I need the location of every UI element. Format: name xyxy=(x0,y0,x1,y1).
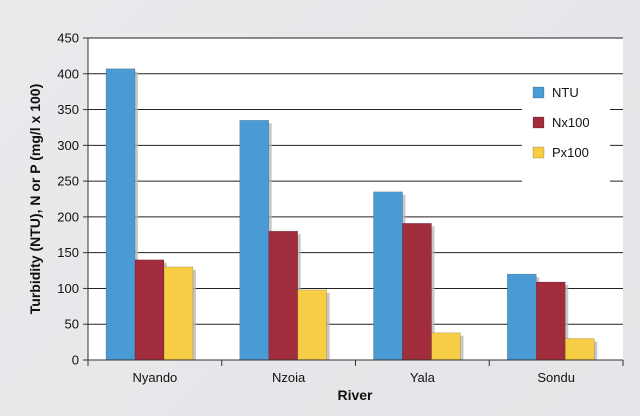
legend-swatch xyxy=(532,86,545,99)
legend-label: Px100 xyxy=(552,145,589,160)
bar-ntu-yala xyxy=(373,191,403,361)
x-axis-title: River xyxy=(337,387,373,403)
bar-ntu-nzoia xyxy=(239,119,270,361)
bar-px100-sondu xyxy=(564,338,595,361)
y-tick-label: 0 xyxy=(72,353,79,368)
y-tick-label: 100 xyxy=(57,281,79,296)
bar-ntu-nyando xyxy=(105,68,136,361)
bar-px100-yala xyxy=(431,332,461,361)
y-tick-label: 450 xyxy=(57,31,79,46)
x-tick-label: Nzoia xyxy=(272,370,306,385)
y-tick-label: 350 xyxy=(57,102,79,117)
x-tick-labels: Nyando Nzoia Yala Sondu xyxy=(87,360,624,385)
bar-nx100-yala xyxy=(402,223,432,361)
y-tick-label: 150 xyxy=(57,245,79,260)
bar-nx100-sondu xyxy=(535,281,566,361)
y-tick-label: 300 xyxy=(57,138,79,153)
legend-swatch xyxy=(532,116,545,129)
legend-label: NTU xyxy=(552,85,579,100)
legend-box xyxy=(522,80,610,190)
bar-px100-nzoia xyxy=(297,289,328,361)
y-tick-label: 200 xyxy=(57,209,79,224)
y-axis-title: Turbidity (NTU), N or P (mg/l x 100) xyxy=(27,84,43,315)
y-tick-label: 400 xyxy=(57,66,79,81)
legend-label: Nx100 xyxy=(552,115,590,130)
x-tick-label: Yala xyxy=(410,370,436,385)
legend: NTU Nx100 Px100 xyxy=(522,80,610,190)
legend-swatch xyxy=(532,146,545,159)
bar-nx100-nzoia xyxy=(268,230,299,361)
y-tick-label: 250 xyxy=(57,174,79,189)
y-tick-labels: 0 50 100 150 200 250 300 350 400 450 xyxy=(57,31,88,368)
bar-nx100-nyando xyxy=(134,259,165,361)
bar-px100-nyando xyxy=(163,266,194,361)
x-tick-label: Sondu xyxy=(537,370,575,385)
bar-ntu-sondu xyxy=(506,273,537,361)
x-tick-label: Nyando xyxy=(132,370,177,385)
y-tick-label: 50 xyxy=(65,317,79,332)
bars xyxy=(105,68,598,361)
